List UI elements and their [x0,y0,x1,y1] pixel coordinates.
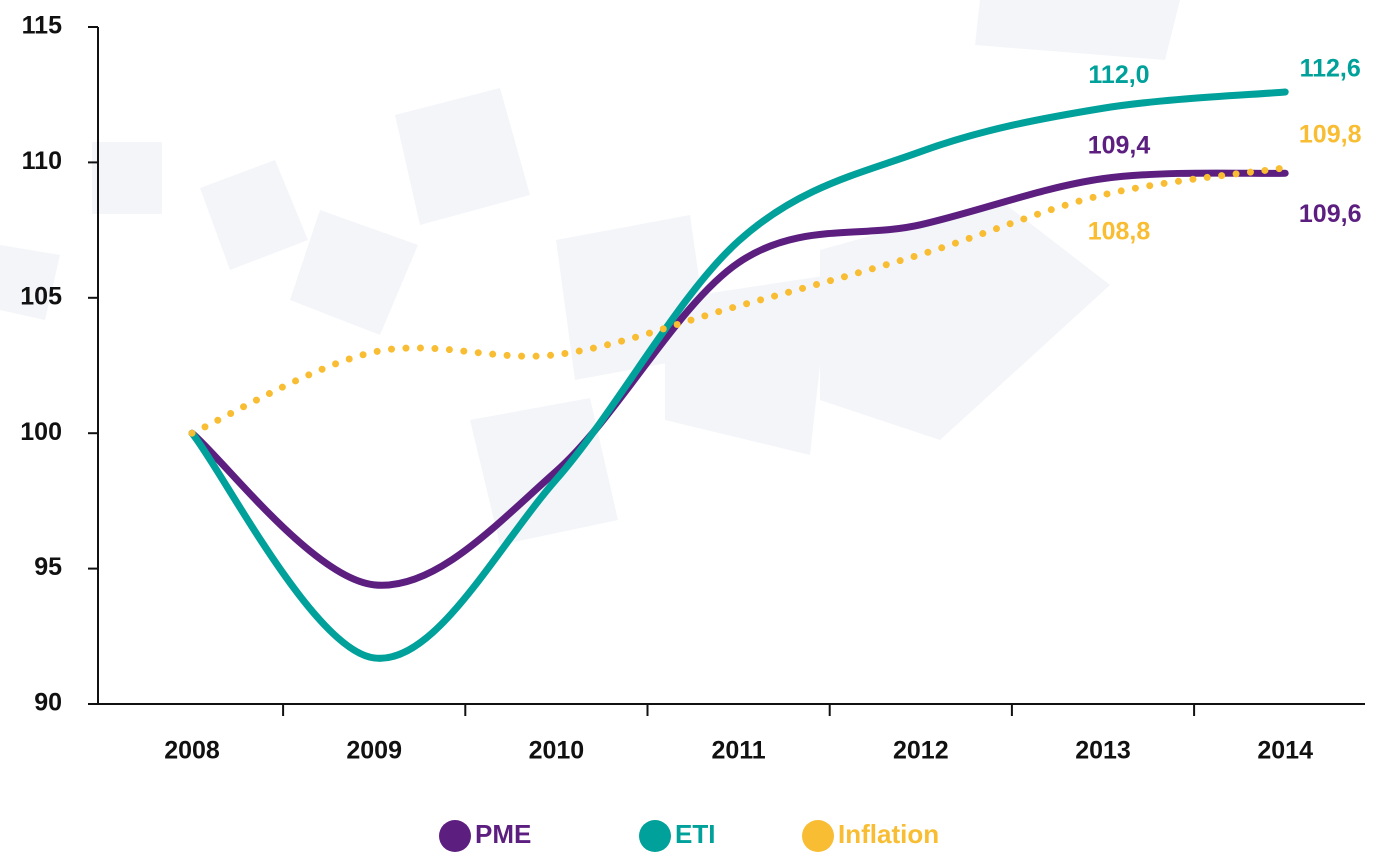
background-decoration [0,0,1180,545]
data-label: 109,8 [1299,120,1362,148]
x-tick-label: 2014 [1257,737,1313,765]
y-tick-label: 90 [34,689,62,717]
legend-marker [439,820,471,852]
x-tick-label: 2011 [711,737,765,765]
data-label: 109,4 [1088,131,1151,159]
legend-label: PME [475,819,531,849]
x-tick-label: 2012 [893,737,949,765]
x-tick-label: 2013 [1075,737,1131,765]
legend-marker [802,820,834,852]
legend-label: ETI [675,819,715,849]
data-label: 109,6 [1299,200,1362,228]
y-tick-label: 100 [20,418,62,446]
line [188,88,1289,662]
line [188,169,1289,589]
y-tick-label: 105 [20,282,62,310]
data-label: 112,0 [1088,61,1149,89]
x-tick-label: 2009 [346,737,402,765]
data-label: 108,8 [1088,218,1151,246]
legend-marker [639,820,671,852]
data-label: 112,6 [1300,55,1361,83]
y-tick-label: 95 [34,553,62,581]
x-tick-label: 2010 [529,737,585,765]
dotted-line [188,164,1289,437]
y-tick-label: 115 [22,12,62,40]
y-tick-label: 110 [22,147,62,175]
legend-label: Inflation [838,819,939,849]
x-tick-label: 2008 [164,737,220,765]
